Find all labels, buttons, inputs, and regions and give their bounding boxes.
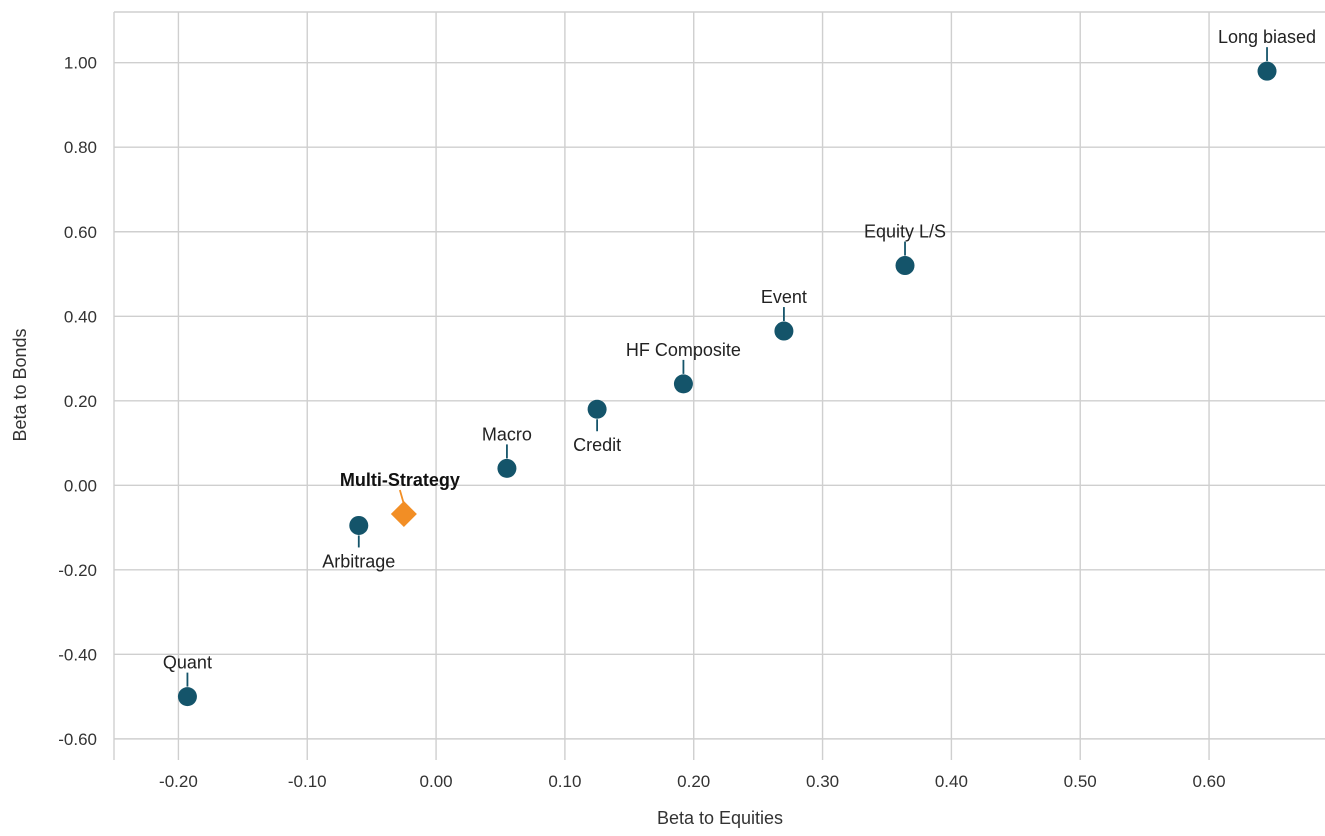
data-point-group: HF Composite [626, 340, 741, 394]
point-label: Multi-Strategy [340, 470, 460, 490]
circle-marker [349, 515, 369, 535]
y-axis-title: Beta to Bonds [10, 328, 30, 441]
diamond-marker [390, 501, 417, 528]
y-tick-label: -0.20 [58, 561, 97, 580]
y-tick-label: -0.40 [58, 645, 97, 664]
data-point-group: Multi-Strategy [340, 470, 460, 528]
point-label: Long biased [1218, 27, 1316, 47]
x-tick-label: -0.20 [159, 772, 198, 791]
x-tick-label: 0.40 [935, 772, 968, 791]
data-point-group: Credit [573, 399, 621, 455]
y-tick-label: 0.00 [64, 476, 97, 495]
point-label: Macro [482, 424, 532, 444]
point-label: Equity L/S [864, 222, 946, 242]
data-point-group: Long biased [1218, 27, 1316, 81]
point-label: Credit [573, 435, 621, 455]
y-tick-label: 0.80 [64, 138, 97, 157]
circle-marker [774, 321, 794, 341]
x-tick-label: -0.10 [288, 772, 327, 791]
circle-marker [1257, 61, 1277, 81]
data-point-group: Macro [482, 424, 532, 478]
point-label: Quant [163, 653, 212, 673]
point-label: HF Composite [626, 340, 741, 360]
x-axis-title: Beta to Equities [657, 808, 783, 828]
circle-marker [587, 399, 607, 419]
x-tick-label: 0.00 [420, 772, 453, 791]
leader-line [399, 489, 405, 505]
x-axis-ticks: -0.20 -0.10 0.00 0.10 0.20 0.30 0.40 0.50 0.60 [159, 772, 1226, 791]
x-tick-label: 0.50 [1064, 772, 1097, 791]
point-label: Arbitrage [322, 551, 395, 571]
gridlines [113, 11, 1325, 760]
circle-marker [673, 374, 693, 394]
x-tick-label: 0.60 [1193, 772, 1226, 791]
circle-marker [895, 256, 915, 276]
x-tick-label: 0.30 [806, 772, 839, 791]
y-tick-label: 0.60 [64, 223, 97, 242]
data-point-group: Equity L/S [864, 222, 946, 276]
data-points: Long biased Equity L/S Event HF Composite Cr… [163, 27, 1316, 707]
y-axis-ticks: 1.00 0.80 0.60 0.40 0.20 0.00 -0.20 -0.40 -0.60 [58, 54, 97, 749]
data-point-group: Event [761, 287, 807, 341]
point-label: Event [761, 287, 807, 307]
y-tick-label: 0.40 [64, 307, 97, 326]
circle-marker [177, 687, 197, 707]
circle-marker [497, 458, 517, 478]
data-point-group: Quant [163, 653, 212, 707]
y-tick-label: -0.60 [58, 730, 97, 749]
data-point-group: Arbitrage [322, 515, 395, 571]
y-tick-label: 0.20 [64, 392, 97, 411]
y-tick-label: 1.00 [64, 54, 97, 73]
x-tick-label: 0.20 [677, 772, 710, 791]
x-tick-label: 0.10 [548, 772, 581, 791]
